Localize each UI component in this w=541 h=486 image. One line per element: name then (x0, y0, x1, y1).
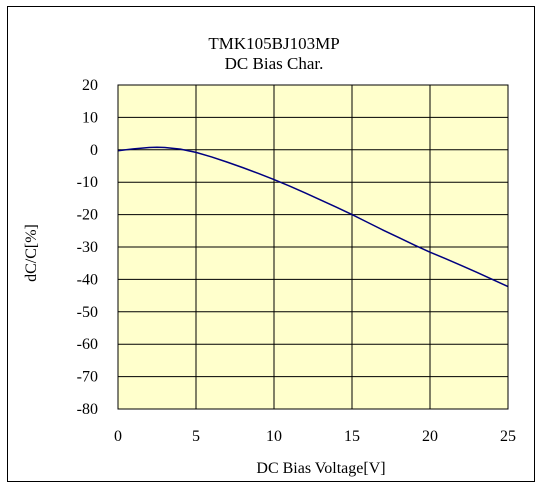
y-tick-label: -50 (77, 304, 98, 321)
chart-title: TMK105BJ103MP (208, 34, 339, 53)
dc-bias-chart: TMK105BJ103MP DC Bias Char. 20 10 0 -10 -20 -… (23, 34, 516, 477)
chart-frame: TMK105BJ103MP DC Bias Char. 20 10 0 -10 -20 -… (7, 6, 535, 482)
series-line (117, 146, 509, 288)
y-tick-labels: 20 10 0 -10 -20 -30 -40 -50 -60 -70 -80 (77, 77, 98, 418)
series-group (117, 146, 509, 288)
y-tick-label: 20 (82, 77, 98, 94)
y-tick-label: 10 (82, 109, 98, 126)
x-axis-label: DC Bias Voltage[V] (256, 460, 385, 477)
x-tick-label: 0 (114, 428, 122, 445)
y-tick-label: -30 (77, 239, 98, 256)
y-tick-label: 0 (90, 142, 98, 159)
plot-border (117, 84, 509, 410)
y-tick-label: -10 (77, 174, 98, 191)
y-axis-label: dC/C[%] (23, 224, 40, 282)
x-tick-label: 5 (192, 428, 200, 445)
chart-subtitle: DC Bias Char. (225, 54, 324, 73)
x-tick-label: 25 (500, 428, 516, 445)
x-tick-labels: 0 5 10 15 20 25 (114, 428, 516, 445)
y-tick-label: -60 (77, 336, 98, 353)
y-tick-label: -80 (77, 401, 98, 418)
y-tick-label: -20 (77, 207, 98, 224)
x-tick-label: 15 (344, 428, 360, 445)
x-tick-label: 20 (422, 428, 438, 445)
y-tick-label: -70 (77, 369, 98, 386)
y-tick-label: -40 (77, 271, 98, 288)
x-tick-label: 10 (266, 428, 282, 445)
